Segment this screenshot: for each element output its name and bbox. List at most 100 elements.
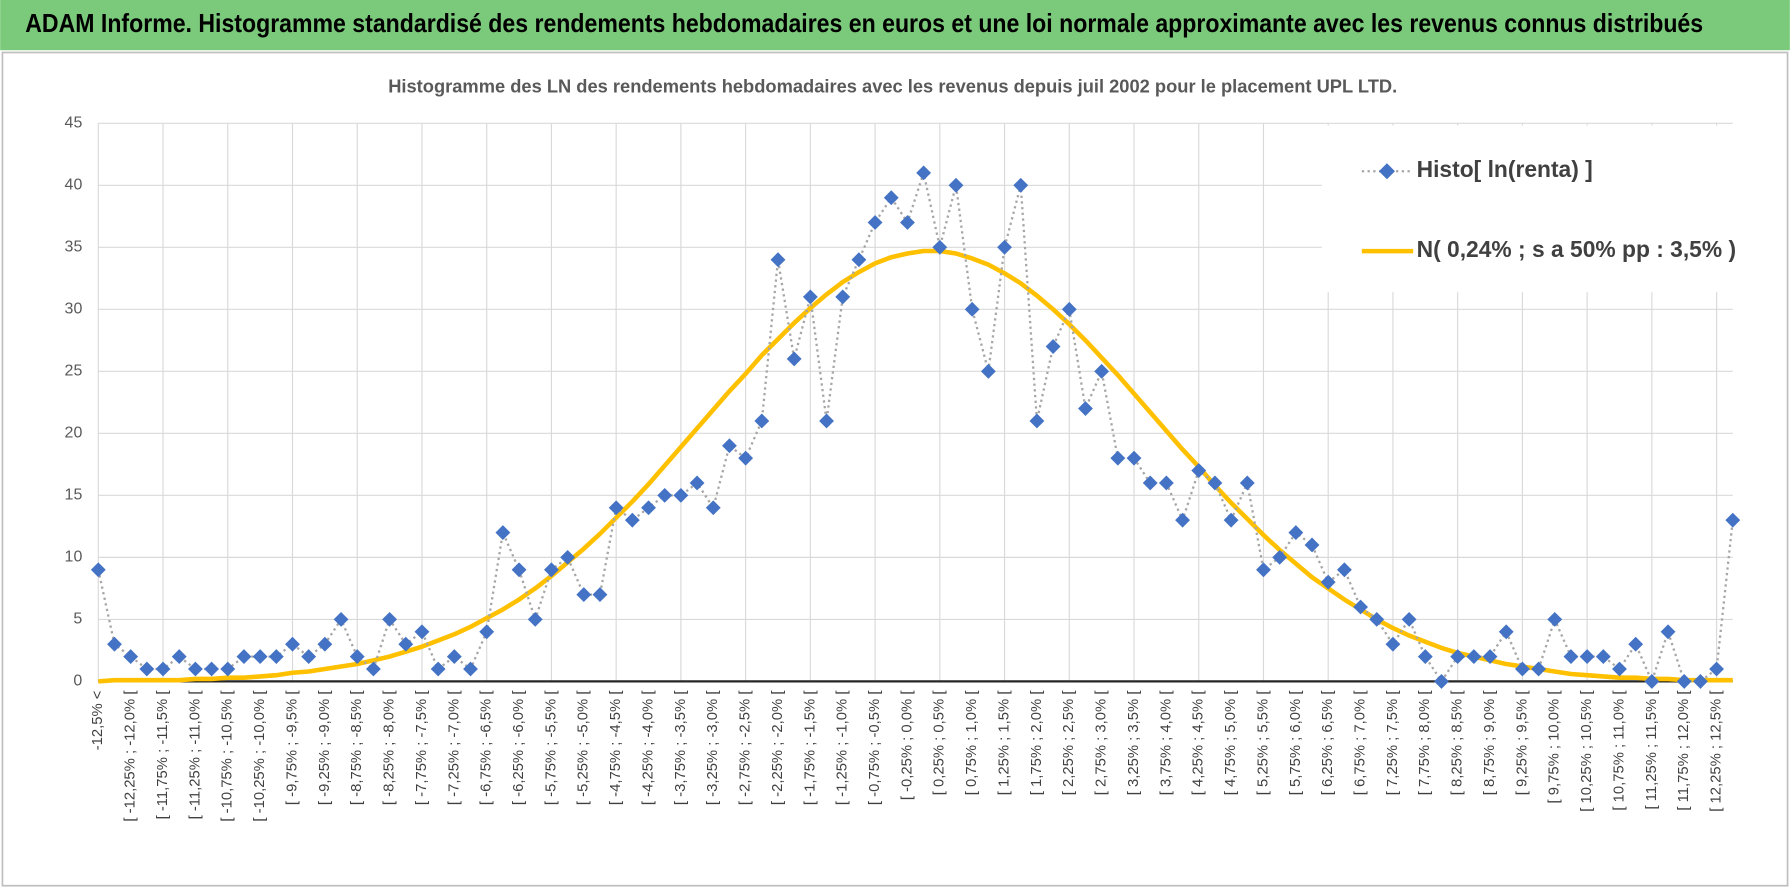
data-point <box>786 351 802 367</box>
data-point <box>867 215 883 230</box>
x-tick-label: [ -11,75% ; -11,5% [ <box>155 691 171 820</box>
y-tick-label: 20 <box>65 425 83 442</box>
y-tick-label: 0 <box>73 673 82 690</box>
x-tick-label: [ -0,75% ; -0,5% [ <box>867 691 883 806</box>
data-point <box>268 649 284 665</box>
data-point <box>1466 649 1482 665</box>
data-point <box>608 500 624 516</box>
data-point <box>527 611 543 627</box>
data-point <box>317 636 333 652</box>
data-point <box>349 649 365 665</box>
data-point <box>689 475 705 491</box>
data-point <box>414 624 430 640</box>
data-point <box>1514 661 1530 677</box>
x-tick-label: [ 9,25% ; 9,5% [ <box>1514 691 1530 796</box>
x-tick-label: [ -5,25% ; -5,0% [ <box>576 691 592 806</box>
data-point <box>236 649 252 665</box>
x-tick-label: [ -5,75% ; -5,5% [ <box>543 691 559 806</box>
x-tick-label: [ -12,25% ; -12,0% [ <box>123 691 139 822</box>
x-tick-label: [ 5,75% ; 6,0% [ <box>1288 691 1304 796</box>
legend-box <box>1321 125 1733 293</box>
data-point <box>673 487 689 503</box>
data-point <box>997 239 1012 255</box>
x-tick-label: [ 3,25% ; 3,5% [ <box>1126 691 1142 796</box>
x-tick-label: [ -3,75% ; -3,5% [ <box>673 691 689 806</box>
data-point <box>900 215 915 230</box>
data-point <box>511 562 527 578</box>
x-tick-label: [ 6,25% ; 6,5% [ <box>1320 691 1336 796</box>
x-tick-label: [ 0,75% ; 1,0% [ <box>964 691 980 796</box>
x-tick-label: [ 8,25% ; 8,5% [ <box>1450 691 1466 796</box>
data-point <box>430 661 446 677</box>
data-point <box>948 177 964 193</box>
y-tick-label: 5 <box>73 611 82 628</box>
x-tick-label: [ 1,75% ; 2,0% [ <box>1029 691 1045 796</box>
x-tick-label: [ -0,25% ; 0,0% [ <box>899 691 915 801</box>
x-tick-label: [ -8,75% ; -8,5% [ <box>349 691 365 806</box>
legend-label: N( 0,24% ; s a 50% pp : 3,5% ) <box>1417 236 1737 262</box>
data-point <box>657 487 673 503</box>
y-tick-label: 40 <box>65 177 83 194</box>
x-tick-label: [ 4,25% ; 4,5% [ <box>1191 691 1207 796</box>
y-tick-label: 30 <box>65 301 83 318</box>
y-tick-label: 10 <box>65 549 83 566</box>
data-point <box>204 661 220 677</box>
data-point <box>1498 624 1514 640</box>
data-point <box>592 587 608 603</box>
data-point <box>802 289 818 305</box>
x-tick-label: [ -7,25% ; -7,0% [ <box>446 691 462 806</box>
header-bar <box>0 0 1790 51</box>
x-tick-label: [ -1,75% ; -1,5% [ <box>802 691 818 806</box>
x-tick-label: [ -1,25% ; -1,0% [ <box>835 691 851 806</box>
x-tick-label: [ 3,75% ; 4,0% [ <box>1158 691 1174 796</box>
x-tick-label: [ -7,75% ; -7,5% [ <box>414 691 430 806</box>
x-tick-label: [ -6,75% ; -6,5% [ <box>479 691 495 806</box>
x-tick-label: [ -9,25% ; -9,0% [ <box>317 691 333 806</box>
data-point <box>398 636 414 652</box>
data-point <box>479 624 495 640</box>
x-tick-label: [ -2,25% ; -2,0% [ <box>770 691 786 806</box>
data-point <box>754 413 770 429</box>
y-tick-label: 35 <box>65 239 83 256</box>
data-point <box>835 289 851 305</box>
chart-frame <box>1 51 1789 887</box>
data-point <box>1239 475 1255 491</box>
data-point <box>1320 574 1336 590</box>
x-tick-label: [ -6,25% ; -6,0% [ <box>511 691 527 806</box>
x-tick-label: [ 7,25% ; 7,5% [ <box>1385 691 1401 796</box>
x-tick-label: [ 10,25% ; 10,5% [ <box>1579 691 1595 812</box>
data-point <box>1336 562 1352 578</box>
data-point <box>738 450 754 466</box>
chart-title: Histogramme des LN des rendements hebdom… <box>388 76 1397 97</box>
data-point <box>1045 339 1061 354</box>
data-point <box>1256 562 1271 578</box>
x-tick-label: [ -10,75% ; -10,5% [ <box>220 691 236 822</box>
legend-marker <box>1378 163 1395 180</box>
data-point <box>90 562 106 578</box>
data-point <box>1595 649 1611 665</box>
data-point <box>916 165 932 181</box>
x-tick-label: [ -9,75% ; -9,5% [ <box>284 691 300 806</box>
y-tick-label: 45 <box>65 114 83 131</box>
x-tick-label: [ 11,25% ; 11,5% [ <box>1644 691 1660 810</box>
x-tick-label: [ 4,75% ; 5,0% [ <box>1223 691 1239 796</box>
x-tick-label: [ 11,75% ; 12,0% [ <box>1676 691 1692 811</box>
x-tick-label: [ 0,25% ; 0,5% [ <box>932 691 948 796</box>
x-tick-label: [ -4,75% ; -4,5% [ <box>608 691 624 806</box>
legend-label: Histo[ ln(renta) ] <box>1417 156 1593 182</box>
data-point <box>1563 649 1579 665</box>
x-tick-label: [ 2,25% ; 2,5% [ <box>1061 691 1077 796</box>
data-point <box>705 500 721 516</box>
data-point <box>1191 463 1207 478</box>
x-tick-label: [ 12,25% ; 12,5% [ <box>1709 691 1725 812</box>
data-point <box>819 413 834 429</box>
x-tick-label: [ 8,75% ; 9,0% [ <box>1482 691 1498 796</box>
data-point <box>576 587 592 603</box>
x-tick-label: [ 7,75% ; 8,0% [ <box>1417 691 1433 796</box>
data-point <box>1628 636 1644 652</box>
data-point <box>463 661 478 677</box>
data-point <box>333 611 349 627</box>
x-tick-label: [ -2,75% ; -2,5% [ <box>738 691 754 806</box>
data-point <box>1450 649 1466 665</box>
